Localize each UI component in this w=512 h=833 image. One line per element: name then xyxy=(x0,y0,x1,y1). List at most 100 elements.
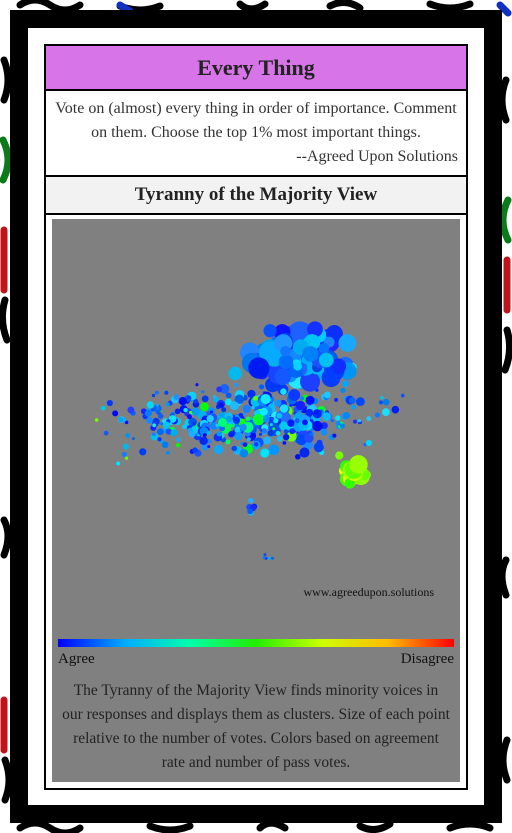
cluster-dot xyxy=(247,508,253,515)
cluster-dot xyxy=(276,412,283,419)
cluster-dot xyxy=(139,448,147,456)
cluster-dot xyxy=(215,423,219,427)
cluster-dot xyxy=(262,436,272,445)
cluster-dot xyxy=(174,408,181,415)
cluster-dot xyxy=(307,321,323,338)
cluster-dot xyxy=(178,397,187,406)
cluster-dot xyxy=(289,428,296,435)
cluster-dot xyxy=(127,406,135,414)
cluster-dot xyxy=(154,390,159,395)
cluster-dot xyxy=(183,407,188,413)
cluster-dot xyxy=(248,498,254,504)
cluster-dot xyxy=(253,395,259,401)
cluster-dot xyxy=(191,407,200,416)
cluster-dot xyxy=(231,445,238,452)
cluster-dot xyxy=(240,441,244,446)
cluster-dot xyxy=(209,422,218,430)
cluster-dot xyxy=(251,405,255,410)
cluster-dot xyxy=(259,407,268,416)
cluster-dot xyxy=(252,414,265,426)
cluster-dot xyxy=(253,442,259,447)
cluster-dot xyxy=(248,357,270,379)
cluster-image xyxy=(94,321,405,560)
section-title: Tyranny of the Majority View xyxy=(46,177,466,215)
cluster-dot xyxy=(122,418,127,422)
cluster-dot xyxy=(313,442,324,453)
cluster-dot xyxy=(313,409,319,415)
cluster-dot xyxy=(275,430,281,436)
cluster-dot xyxy=(343,412,351,419)
cluster-dot xyxy=(152,423,157,428)
cluster-dot xyxy=(186,395,191,400)
cluster-dot xyxy=(351,404,356,410)
cluster-dot xyxy=(218,402,224,408)
cluster-dot xyxy=(246,437,251,442)
cluster-dot xyxy=(239,423,247,432)
cluster-dot xyxy=(335,451,344,460)
cluster-dot xyxy=(144,409,152,417)
cluster-dot xyxy=(230,401,239,411)
cluster-dot xyxy=(239,448,249,458)
cluster-dot xyxy=(225,392,232,399)
cluster-dot xyxy=(151,432,156,437)
cluster-dot xyxy=(216,386,223,393)
cluster-dot xyxy=(146,417,153,424)
cluster-dot xyxy=(295,434,307,446)
cluster-dot xyxy=(124,456,129,460)
cluster-dot xyxy=(234,426,242,434)
cluster-dot xyxy=(366,416,372,421)
cluster-dot xyxy=(391,405,400,414)
cluster-dot xyxy=(272,427,276,431)
cluster-dot xyxy=(270,556,274,560)
description-text: Vote on (almost) every thing in order of… xyxy=(55,100,457,141)
cluster-dot xyxy=(234,394,245,405)
cluster-dot xyxy=(293,362,302,371)
cluster-dot xyxy=(168,415,177,423)
cluster-dot xyxy=(304,433,314,443)
cluster-dot xyxy=(335,415,341,421)
cluster-dot xyxy=(206,414,214,423)
cluster-dot xyxy=(164,390,169,395)
cluster-dot xyxy=(206,430,211,435)
cluster-dot xyxy=(300,396,305,401)
caption: The Tyranny of the Majority View finds m… xyxy=(62,682,450,771)
cluster-dot xyxy=(176,437,181,442)
cluster-dot xyxy=(320,428,328,436)
cluster-dot xyxy=(312,420,323,432)
cluster-dot xyxy=(131,437,135,441)
cluster-dot xyxy=(273,418,279,424)
cluster-dot xyxy=(165,428,172,435)
card-title: Every Thing xyxy=(46,46,466,91)
visualization: www.agreedupon.solutions Agree Disagree … xyxy=(52,219,460,782)
cluster-dot xyxy=(243,411,247,416)
cluster-dot xyxy=(277,435,283,442)
cluster-dot xyxy=(294,418,300,424)
cluster-dot xyxy=(192,421,196,426)
cluster-dot xyxy=(374,412,381,418)
cluster-dot xyxy=(305,395,315,405)
cluster-dot xyxy=(199,436,208,446)
cluster-dot xyxy=(263,553,267,557)
cluster-dot xyxy=(157,413,164,419)
cluster-dot xyxy=(322,412,331,421)
cluster-dot xyxy=(192,447,198,453)
cluster-dot xyxy=(150,408,155,412)
cluster-dot xyxy=(258,432,263,436)
watermark: www.agreedupon.solutions xyxy=(303,585,434,599)
cluster-dot xyxy=(380,395,384,400)
cluster-dot xyxy=(342,380,349,388)
cluster-dot xyxy=(228,431,235,438)
cluster-dot xyxy=(295,453,301,460)
cluster-dot xyxy=(100,405,106,411)
cluster-dot xyxy=(213,395,217,399)
cluster-dot xyxy=(203,433,207,437)
cluster-dot xyxy=(267,430,274,437)
cluster-dot xyxy=(146,401,154,409)
cluster-dot xyxy=(283,433,290,441)
cluster-dot xyxy=(269,423,273,427)
cluster-dot xyxy=(381,408,390,417)
cluster-dot xyxy=(207,438,212,444)
cluster-dot xyxy=(378,400,384,405)
cluster-dot xyxy=(124,420,129,425)
